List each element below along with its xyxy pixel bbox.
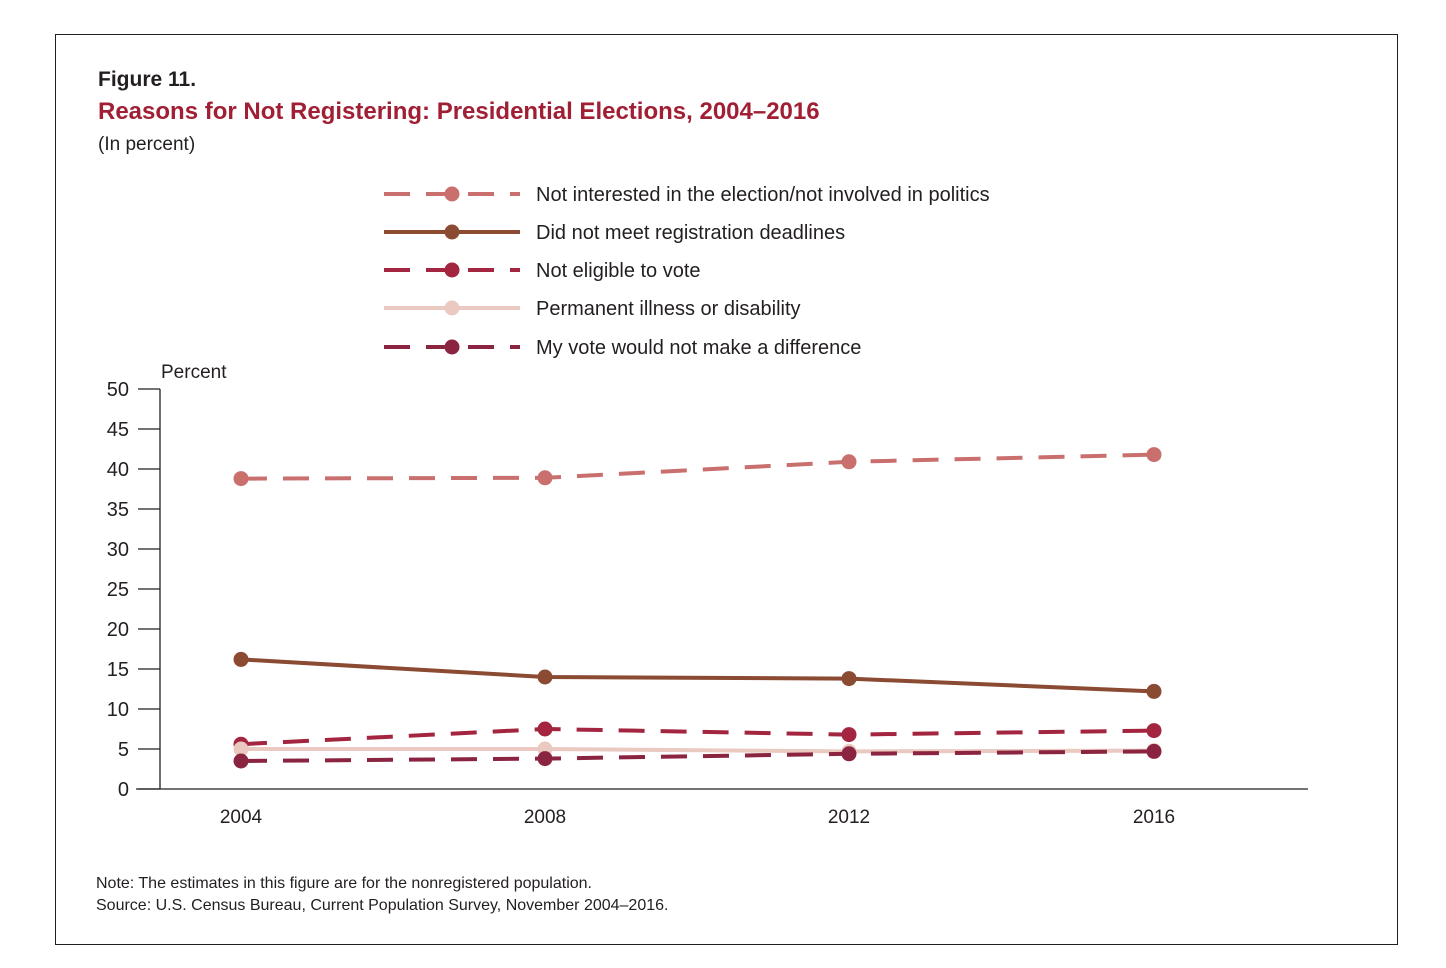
series-permanent-illness-or-disability xyxy=(233,741,1162,759)
legend-swatch-marker xyxy=(444,300,460,316)
x-tick-label: 2016 xyxy=(1133,807,1175,828)
series-not-interested-in-the-election-not-involved-in-politics xyxy=(233,447,1162,487)
data-point xyxy=(537,751,553,767)
data-point xyxy=(1146,743,1162,759)
data-point xyxy=(841,454,857,470)
y-tick-label: 15 xyxy=(107,659,129,681)
data-point xyxy=(1146,447,1162,463)
y-tick-label: 50 xyxy=(107,379,129,401)
legend-item-did-not-meet-registration-deadlines: Did not meet registration deadlines xyxy=(384,222,845,244)
legend-label: Permanent illness or disability xyxy=(536,298,801,320)
series-my-vote-would-not-make-a-difference xyxy=(233,743,1162,769)
legend-swatch-marker xyxy=(444,224,460,240)
legend-label: My vote would not make a difference xyxy=(536,337,861,359)
data-point xyxy=(233,741,249,757)
y-tick-label: 0 xyxy=(118,779,129,801)
legend-swatch-marker xyxy=(444,262,460,278)
y-tick-label: 45 xyxy=(107,419,129,441)
legend-item-not-interested-in-the-election-not-involved-in-politics: Not interested in the election/not invol… xyxy=(384,184,990,206)
data-point xyxy=(1146,723,1162,739)
figure-subtitle: (In percent) xyxy=(98,134,196,155)
figure-label: Figure 11. xyxy=(98,68,197,91)
data-point xyxy=(841,727,857,743)
legend-item-not-eligible-to-vote: Not eligible to vote xyxy=(384,260,701,282)
series-did-not-meet-registration-deadlines xyxy=(233,651,1162,699)
y-axis-label: Percent xyxy=(161,362,227,383)
y-tick-label: 10 xyxy=(107,699,129,721)
series-line xyxy=(240,452,1155,481)
data-point xyxy=(233,753,249,769)
y-tick-label: 5 xyxy=(118,739,129,761)
legend-item-permanent-illness-or-disability: Permanent illness or disability xyxy=(384,298,801,320)
data-point xyxy=(841,671,857,687)
legend-label: Not interested in the election/not invol… xyxy=(536,184,990,206)
figure-notes: Note: The estimates in this figure are f… xyxy=(96,873,668,917)
note-text: Note: The estimates in this figure are f… xyxy=(96,875,592,892)
series-line xyxy=(240,749,1155,763)
series-line xyxy=(240,657,1155,694)
figure-frame xyxy=(55,34,1398,945)
data-point xyxy=(841,746,857,762)
data-point xyxy=(537,721,553,737)
x-tick-label: 2004 xyxy=(220,807,263,828)
y-tick-label: 25 xyxy=(107,579,129,601)
x-tick-label: 2008 xyxy=(524,807,566,828)
data-point xyxy=(537,669,553,685)
source-text: Source: U.S. Census Bureau, Current Popu… xyxy=(96,897,669,914)
legend-label: Not eligible to vote xyxy=(536,260,701,282)
figure-title: Reasons for Not Registering: Presidentia… xyxy=(98,98,820,125)
data-point xyxy=(537,470,553,486)
data-point xyxy=(233,471,249,487)
data-point xyxy=(233,651,249,667)
series-layer xyxy=(233,447,1162,769)
series-line xyxy=(240,727,1155,747)
y-tick-label: 40 xyxy=(107,459,129,481)
y-tick-label: 20 xyxy=(107,619,129,641)
axes: 0 5 10 15 20 25 30 35 40 45 50 Percent 2004 2008 2012 2… xyxy=(107,362,1308,828)
legend-item-my-vote-would-not-make-a-difference: My vote would not make a difference xyxy=(384,337,861,359)
legend-swatch-marker xyxy=(444,339,460,355)
data-point xyxy=(1146,683,1162,699)
legend-swatch-marker xyxy=(444,186,460,202)
y-tick-label: 35 xyxy=(107,499,129,521)
legend: Not interested in the election/not invol… xyxy=(384,184,990,359)
legend-label: Did not meet registration deadlines xyxy=(536,222,845,244)
y-tick-label: 30 xyxy=(107,539,129,561)
x-tick-label: 2012 xyxy=(828,807,870,828)
